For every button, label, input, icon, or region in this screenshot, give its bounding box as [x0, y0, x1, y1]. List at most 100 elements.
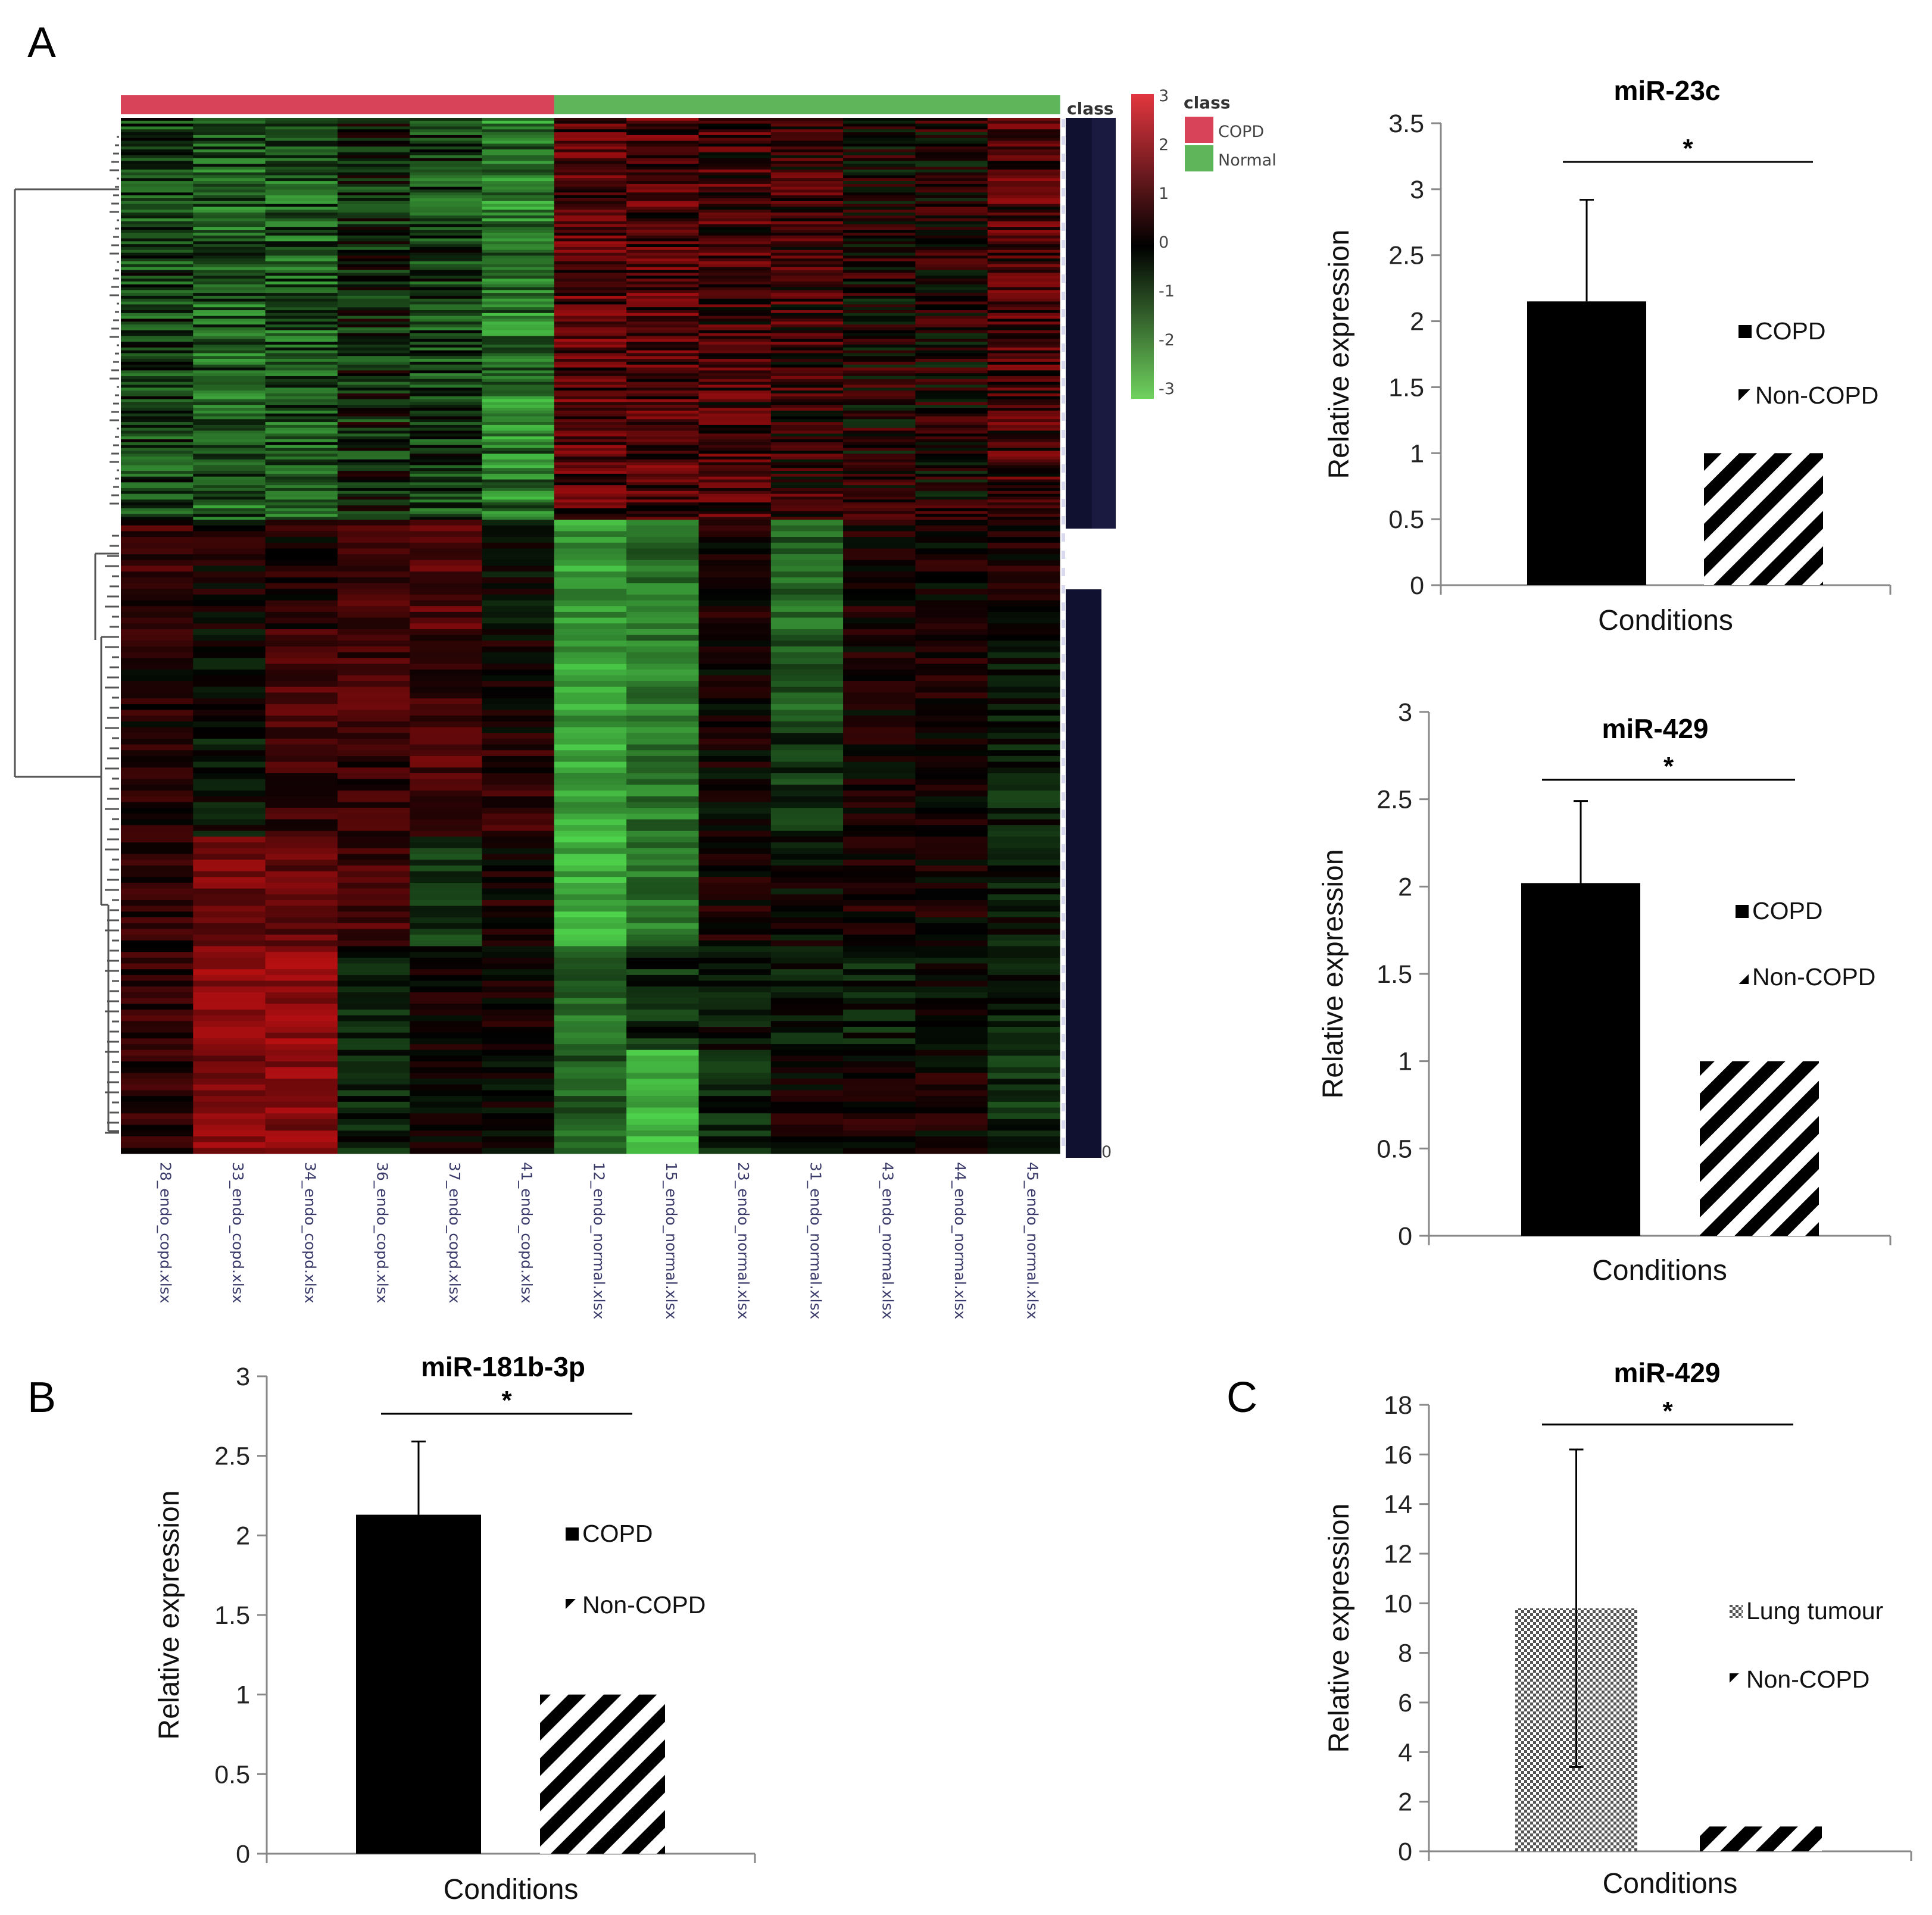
heatmap-cell [770, 675, 844, 682]
heatmap-cell [482, 969, 555, 976]
heatmap-cell [626, 1113, 700, 1120]
heatmap-cell [265, 957, 338, 964]
heatmap-cell [626, 198, 700, 202]
heatmap-cell [843, 686, 916, 693]
heatmap-cell [915, 295, 988, 299]
heatmap-cell [337, 617, 410, 624]
heatmap-cell [626, 785, 700, 791]
heatmap-cell [265, 279, 338, 282]
heatmap-cell [843, 542, 916, 549]
heatmap-cell [698, 675, 772, 682]
heatmap-cell [770, 207, 844, 210]
heatmap-cell [554, 860, 627, 866]
heatmap-cell [121, 779, 193, 785]
heatmap-cell [121, 353, 193, 357]
heatmap-cell [121, 471, 193, 474]
heatmap-cell [987, 611, 1060, 618]
heatmap-cell [337, 517, 410, 520]
heatmap-cell [121, 252, 193, 256]
heatmap-cell [843, 227, 916, 230]
heatmap-cell [915, 347, 988, 351]
heatmap-cell [410, 379, 483, 383]
heatmap-cell [698, 227, 772, 230]
heatmap-cell [987, 911, 1060, 918]
heatmap-cell [987, 183, 1060, 188]
heatmap-cell [265, 270, 338, 273]
heatmap-cell [410, 356, 483, 360]
heatmap-cell [770, 158, 844, 161]
heatmap-cell [843, 1015, 916, 1021]
heatmap-cell [121, 1044, 193, 1051]
heatmap-cell [121, 279, 193, 282]
chart-title: miR-429 [1614, 1357, 1721, 1388]
heatmap-cell [337, 1107, 410, 1114]
heatmap-cell [770, 281, 844, 285]
heatmap-cell [337, 905, 410, 912]
heatmap-cell [915, 315, 988, 319]
heatmap-cell [410, 270, 483, 273]
heatmap-cell [915, 641, 988, 647]
heatmap-cell [915, 1009, 988, 1016]
heatmap-cell [410, 318, 483, 322]
heatmap-cell [265, 172, 338, 176]
heatmap-cell [554, 155, 627, 158]
heatmap-cell [843, 488, 916, 492]
heatmap-cell [265, 1049, 338, 1056]
heatmap-cell [987, 442, 1060, 446]
heatmap-cell [626, 1073, 700, 1079]
heatmap-cell [698, 235, 772, 239]
heatmap-cell [482, 385, 555, 388]
heatmap-cell [121, 929, 193, 935]
heatmap-cell [843, 367, 916, 371]
heatmap-cell [337, 459, 410, 463]
heatmap-cell [337, 669, 410, 676]
heatmap-cell [410, 204, 483, 207]
heatmap-cell [193, 430, 266, 434]
heatmap-cell [915, 785, 988, 791]
heatmap-cell [698, 370, 772, 374]
heatmap-cell [482, 224, 555, 227]
heatmap-cell [626, 548, 700, 555]
heatmap-cell [915, 877, 988, 883]
heatmap-cell [770, 1049, 844, 1056]
heatmap-cell [770, 963, 844, 970]
heatmap-cell [410, 733, 483, 739]
y-tick-label: 12 [1384, 1540, 1412, 1569]
heatmap-cell [337, 448, 410, 451]
heatmap-cell [843, 589, 916, 595]
heatmap-cell [265, 138, 338, 142]
heatmap-cell [265, 427, 338, 432]
heatmap-cell [482, 779, 555, 785]
heatmap-cell [770, 716, 844, 722]
heatmap-cell [626, 129, 700, 133]
bar-chart-mir-23c: 00.511.522.533.5*miR-23cConditionsRelati… [1324, 75, 1892, 636]
heatmap-cell [121, 416, 193, 420]
heatmap-cell [121, 140, 193, 144]
heatmap-cell [770, 149, 844, 153]
heatmap-cell [770, 600, 844, 607]
heatmap-cell [193, 359, 266, 363]
heatmap-cell [265, 952, 338, 958]
heatmap-cell [843, 744, 916, 751]
column-label-suffix: _endo_normal.xlsx [807, 1180, 824, 1320]
heatmap-cell [554, 298, 627, 302]
heatmap-cell [626, 465, 700, 468]
heatmap-cell [337, 221, 410, 224]
heatmap-cell [915, 270, 988, 273]
x-axis-label: Conditions [1592, 1255, 1727, 1286]
heatmap-cell [626, 235, 700, 239]
heatmap-cell [770, 204, 844, 207]
heatmap-cell [770, 825, 844, 832]
heatmap-cell [698, 367, 772, 371]
heatmap-cell [265, 716, 338, 722]
heatmap-cell [698, 686, 772, 693]
heatmap-cell [770, 1079, 844, 1085]
heatmap-cell [770, 1009, 844, 1016]
heatmap-cell [698, 1119, 772, 1126]
heatmap-cell [698, 465, 772, 468]
heatmap-cell [698, 796, 772, 802]
heatmap-cell [265, 1067, 338, 1073]
heatmap-cell [482, 396, 555, 399]
heatmap-cell [554, 681, 627, 688]
heatmap-cell [482, 315, 555, 319]
